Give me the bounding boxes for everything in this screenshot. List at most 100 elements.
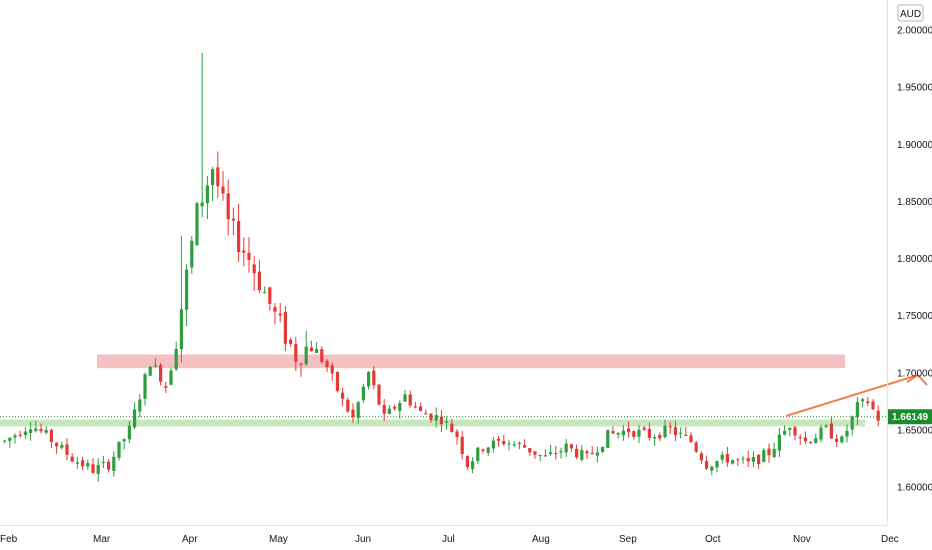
candle-body (205, 185, 209, 204)
candle-body (195, 203, 199, 245)
candle-body (445, 421, 449, 423)
candle-body (538, 455, 542, 457)
candle-body (424, 413, 428, 415)
candle-body (471, 461, 475, 470)
candle-body (502, 440, 506, 445)
candle-body (705, 461, 709, 469)
candle-body (663, 425, 667, 437)
candle-body (715, 461, 719, 468)
candle-body (798, 437, 802, 439)
candle-body (861, 399, 865, 402)
candle-body (751, 457, 755, 462)
candle-body (34, 428, 38, 432)
candle-body (237, 221, 241, 253)
support-zone (0, 419, 865, 427)
candle-body (819, 427, 823, 440)
candle-body (543, 455, 547, 457)
candle-body (809, 442, 813, 444)
x-tick-label: Aug (532, 534, 550, 545)
candle-body (49, 429, 53, 443)
candle-body (559, 450, 563, 453)
candle-body (497, 438, 501, 441)
candle-body (143, 374, 147, 399)
candle-body (346, 399, 350, 412)
candle-body (637, 429, 641, 437)
arrow-head (906, 373, 928, 386)
candle-body (611, 431, 615, 434)
currency-label[interactable]: AUD (897, 4, 924, 22)
candle-body (554, 453, 558, 455)
candle-body (190, 240, 194, 268)
candle-body (315, 349, 319, 353)
candle-body (855, 402, 859, 418)
y-tick-label: 2.00000 (897, 26, 932, 37)
candle-body (18, 434, 22, 436)
candle-body (658, 434, 662, 439)
candle-body (231, 218, 235, 221)
candle-body (689, 435, 693, 442)
candle-body (824, 425, 828, 427)
candle-body (96, 464, 100, 474)
x-tick-label: Mar (93, 534, 111, 545)
x-tick-label: Sep (619, 534, 637, 545)
candle-body (60, 444, 64, 448)
candle-body (783, 430, 787, 435)
y-tick-label: 1.60000 (897, 483, 932, 494)
candle-body (601, 446, 605, 452)
y-tick-label: 1.65000 (897, 425, 932, 436)
candle-body (289, 339, 293, 344)
candle-body (450, 423, 454, 433)
candle-body (523, 445, 527, 448)
candle-body (179, 309, 183, 350)
x-axis-ticks[interactable]: Feb Mar Apr May Jun Jul Aug Sep Oct Nov Dec (0, 534, 899, 545)
candle-body (788, 428, 792, 430)
candle-body (133, 409, 137, 428)
candle-body (117, 441, 121, 458)
candle-body (200, 202, 204, 207)
candle-body (476, 447, 480, 462)
candle-body (762, 450, 766, 462)
candle-body (185, 269, 189, 310)
candle-body (777, 434, 781, 451)
candle-body (866, 401, 870, 404)
candle-body (772, 448, 776, 458)
candle-body (23, 431, 27, 436)
candle-body (351, 409, 355, 418)
candle-body (101, 461, 105, 463)
candle-body (720, 454, 724, 460)
candle-body (273, 307, 277, 312)
candle-body (642, 427, 646, 430)
candle-body (694, 442, 698, 452)
candle-body (403, 394, 407, 402)
x-tick-label: May (269, 534, 288, 545)
candle-body (746, 458, 750, 462)
candle-body (122, 439, 126, 442)
candle-body (632, 431, 636, 437)
y-tick-label: 1.70000 (897, 368, 932, 379)
candle-body (86, 463, 90, 467)
candle-body (460, 436, 464, 454)
candle-body (55, 442, 59, 447)
candle-body (741, 458, 745, 460)
candle-body (164, 386, 168, 388)
candle-body (803, 437, 807, 442)
candle-body (29, 429, 33, 433)
candle-body (159, 365, 163, 382)
candle-body (528, 448, 532, 453)
candle-body (673, 427, 677, 436)
candle-body (382, 405, 386, 414)
candle-body (757, 454, 761, 465)
candle-body (606, 429, 610, 448)
candlestick-series (3, 52, 880, 482)
x-tick-label: Oct (705, 534, 721, 545)
candle-body (767, 448, 771, 456)
candle-body (268, 287, 272, 304)
candle-body (8, 437, 12, 441)
candle-body (367, 371, 371, 387)
last-price-value: 1.66149 (892, 412, 929, 423)
candle-body (65, 444, 69, 455)
candle-body (361, 386, 365, 401)
x-tick-label: Jun (355, 534, 371, 545)
candle-body (81, 460, 85, 467)
